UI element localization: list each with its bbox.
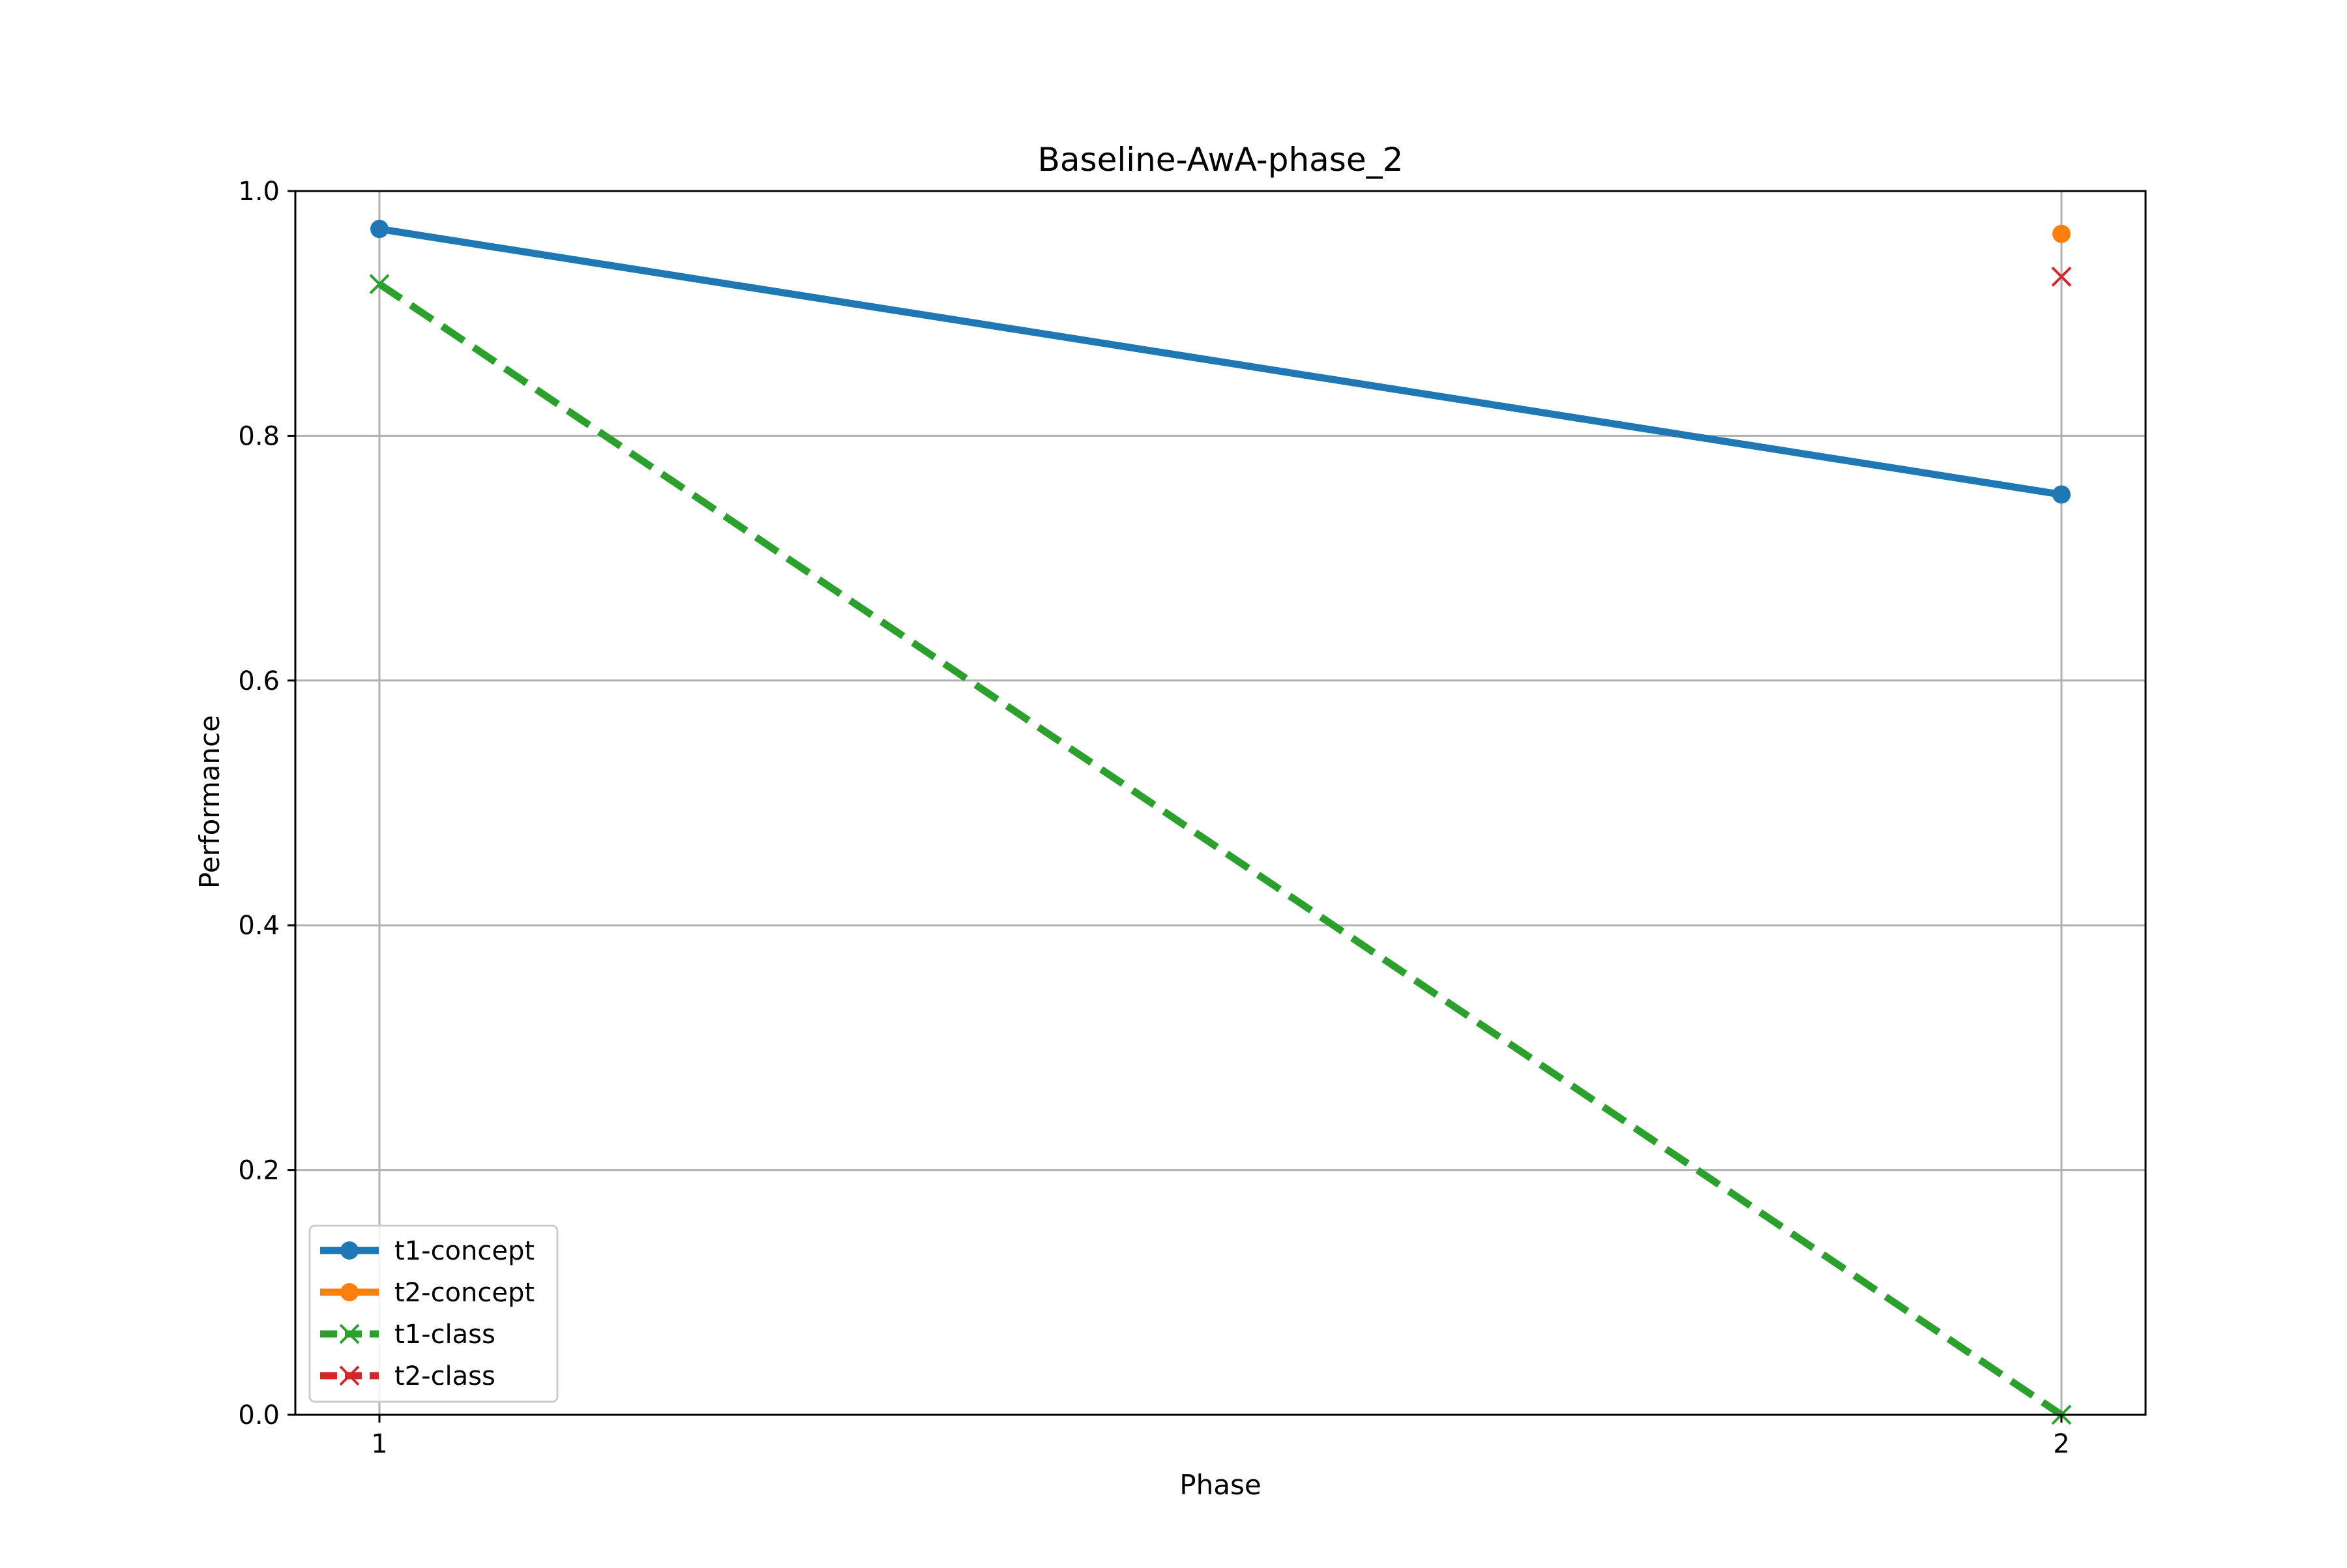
legend-marker-t2-class (339, 1365, 360, 1386)
point-t2-class (2051, 266, 2072, 287)
point-t1-class-stroke-b (369, 274, 390, 295)
legend-marker-t2-class-stroke-b (339, 1365, 360, 1386)
point-t2-concept (2052, 224, 2071, 243)
legend-label-t2-class: t2-class (394, 1361, 495, 1391)
y-tick-label: 0.0 (238, 1400, 280, 1430)
legend-marker-t1-concept (340, 1241, 359, 1260)
point-t1-class (369, 274, 390, 295)
tick-layer: 0.0 0.2 0.4 0.6 0.8 1.0 1 2 (238, 177, 2069, 1459)
chart-title: Baseline-AwA-phase_2 (1038, 141, 1404, 179)
series-layer (369, 220, 2072, 1425)
legend-marker-t1-class-stroke-b (339, 1324, 360, 1344)
series-line-t1-concept (376, 225, 2065, 498)
x-tick-label: 2 (2053, 1429, 2069, 1459)
y-tick-label: 0.4 (238, 911, 280, 941)
y-tick-label: 0.8 (238, 421, 280, 451)
point-t1-concept (2052, 485, 2071, 504)
legend-label-t1-concept: t1-concept (394, 1236, 535, 1266)
legend-box (308, 1224, 559, 1403)
legend-entry-t1-class: t1-class (320, 1320, 495, 1350)
y-tick-label: 1.0 (238, 177, 280, 207)
y-axis-label: Performance (194, 715, 226, 889)
legend-marker-t1-class (339, 1324, 360, 1344)
legend-marker-t2-concept (340, 1283, 359, 1301)
series-t1-concept (370, 220, 2071, 504)
series-line-t1-class (377, 281, 2064, 1418)
legend: t1-concept t2-concept t1-class t2-class (308, 1224, 559, 1403)
y-tick-label: 0.2 (238, 1156, 280, 1186)
series-t1-class (369, 274, 2072, 1425)
point-t2-class-stroke-b (2051, 266, 2072, 287)
x-axis-label: Phase (1179, 1469, 1261, 1501)
legend-label-t2-concept: t2-concept (394, 1278, 535, 1308)
legend-entry-t2-concept: t2-concept (320, 1278, 535, 1308)
legend-label-t1-class: t1-class (394, 1320, 495, 1350)
series-t2-class (2051, 266, 2072, 287)
legend-entry-t2-class: t2-class (320, 1361, 495, 1391)
y-tick-label: 0.6 (238, 666, 280, 696)
plot-frame (294, 190, 2147, 1416)
legend-entry-t1-concept: t1-concept (320, 1236, 535, 1266)
series-t2-concept (2052, 224, 2071, 243)
x-tick-label: 1 (371, 1429, 387, 1459)
point-t1-concept (370, 220, 389, 239)
